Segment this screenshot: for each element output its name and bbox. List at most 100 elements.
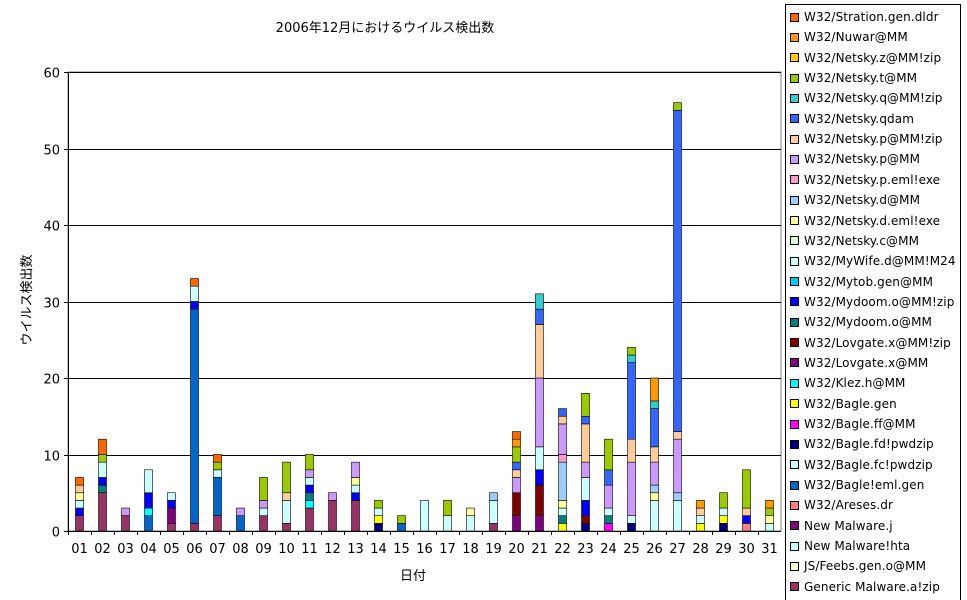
x-tick-label: 21 (531, 542, 548, 557)
bar-segment (98, 477, 107, 486)
bar-segment (512, 431, 521, 440)
bar-segment (604, 515, 613, 524)
bar-segment (581, 423, 590, 463)
y-tick-label: 10 (43, 450, 60, 465)
bar-segment (489, 500, 498, 524)
x-tick-label: 05 (163, 542, 180, 557)
bar-segment (351, 477, 360, 486)
bar-segment (466, 515, 475, 532)
legend-label: New Malware.j (804, 518, 893, 533)
bar-segment (282, 523, 291, 532)
legend-label: W32/Bagle.fc!pwdzip (804, 457, 933, 472)
legend-swatch (790, 317, 799, 327)
bar-segment (673, 438, 682, 494)
bar-segment (190, 308, 199, 524)
bar-segment (558, 461, 567, 501)
legend-item: W32/Mydoom.o@MM!zip (790, 292, 954, 312)
legend-item: W32/Netsky.p@MM!zip (790, 129, 943, 149)
legend-swatch (790, 521, 799, 531)
legend-swatch (790, 480, 799, 490)
bar-segment (351, 500, 360, 532)
legend-label: JS/Feebs.gen.o@MM (804, 559, 927, 574)
legend-swatch (790, 53, 799, 63)
bar-segment (558, 500, 567, 509)
bar-segment (535, 484, 544, 517)
legend-item: Generic Malware.a!zip (790, 577, 940, 597)
bar-segment (512, 469, 521, 478)
legend-swatch (790, 500, 799, 510)
legend-item: W32/Mydoom.o@MM (790, 312, 932, 332)
bar-segment (673, 109, 682, 432)
legend-swatch (790, 256, 799, 266)
bar-segment (627, 438, 636, 463)
bar-segment (765, 515, 774, 524)
legend-item: W32/Bagle!eml.gen (790, 475, 924, 495)
bar-segment (75, 507, 84, 516)
legend-swatch (790, 582, 799, 592)
bar-segment (581, 477, 590, 501)
y-tick-label: 0 (52, 526, 60, 541)
legend-item: W32/Bagle.fd!pwdzip (790, 434, 934, 454)
bar-segment (282, 492, 291, 501)
bar-segment (627, 515, 636, 524)
bar-segment (167, 507, 176, 524)
x-tick-label: 25 (623, 542, 640, 557)
bar-segment (696, 500, 705, 509)
bar-segment (351, 461, 360, 478)
bar-segment (98, 484, 107, 494)
bar-segment (75, 484, 84, 494)
chart-title: 2006年12月におけるウイルス検出数 (276, 21, 495, 36)
legend-swatch (790, 561, 799, 571)
x-tick-label: 27 (669, 542, 686, 557)
bar-segment (420, 500, 429, 532)
legend-swatch (790, 216, 799, 225)
bar-segment (581, 415, 590, 425)
bar-segment (558, 454, 567, 463)
bar-segment (512, 446, 521, 463)
bar-segment (673, 431, 682, 440)
legend-label: W32/Netsky.p.eml!exe (804, 172, 941, 187)
legend-label: W32/Netsky.q@MM!zip (804, 91, 943, 106)
bar-segment (650, 446, 659, 463)
bar-segment (213, 477, 222, 517)
legend-item: W32/Netsky.p.eml!exe (790, 170, 940, 190)
legend-swatch (790, 134, 799, 144)
legend-label: W32/Areses.dr (804, 498, 893, 513)
bar-segment (75, 515, 84, 532)
bar-segment (259, 500, 268, 509)
bar-segment (604, 438, 613, 471)
legend-item: W32/Bagle.gen (790, 394, 897, 414)
bar-segment (627, 347, 636, 356)
bar-segment (489, 523, 498, 532)
bar-segment (466, 507, 475, 516)
legend-swatch (790, 73, 799, 83)
bar-segment (374, 507, 383, 516)
legend-label: W32/Mytob.gen@MM (804, 274, 934, 289)
legend-item: New Malware!hta (790, 536, 910, 556)
legend-item: JS/Feebs.gen.o@MM (790, 556, 926, 576)
legend-label: W32/Netsky.z@MM!zip (804, 50, 942, 65)
legend-item: W32/Lovgate.x@MM!zip (790, 333, 951, 353)
legend-swatch (790, 236, 799, 246)
bar-segment (581, 515, 590, 524)
bar-segment (305, 507, 314, 532)
legend-swatch (790, 154, 799, 164)
x-tick-label: 15 (393, 542, 410, 557)
bar-segment (190, 278, 199, 287)
bar-segment (213, 515, 222, 532)
x-tick-label: 16 (416, 542, 433, 557)
bar-segment (627, 354, 636, 363)
bar-segment (305, 492, 314, 501)
bar-segment (696, 523, 705, 532)
bar-segment (121, 515, 130, 532)
legend: W32/Stration.gen.dldr W32/Nuwar@MM W32/Net… (785, 4, 961, 600)
legend-item: W32/Netsky.t@MM (790, 68, 917, 88)
bar-segment (535, 469, 544, 486)
x-tick-label: 06 (186, 542, 203, 557)
legend-label: W32/Netsky.t@MM (804, 71, 918, 86)
legend-swatch (790, 12, 799, 22)
x-tick-label: 14 (370, 542, 387, 557)
bar-segment (144, 492, 153, 509)
bar-segment (558, 523, 567, 532)
